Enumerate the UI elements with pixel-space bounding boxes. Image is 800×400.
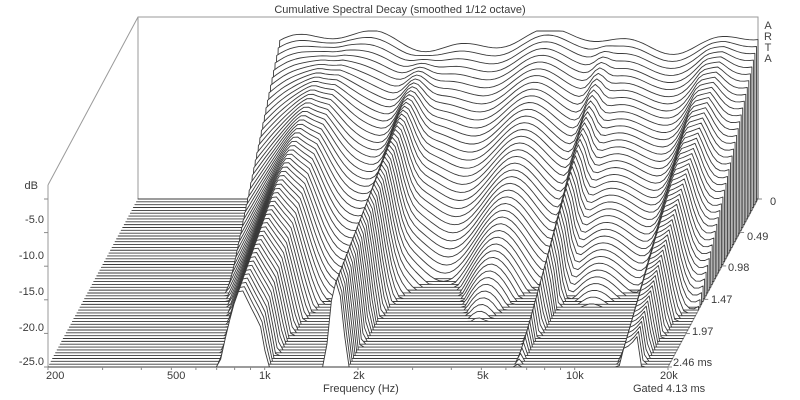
y-tick-label: -10.0 xyxy=(18,250,44,262)
time-tick-label: 0.49 xyxy=(747,231,769,243)
chart-title: Cumulative Spectral Decay (smoothed 1/12… xyxy=(274,4,526,16)
y-tick-label: -15.0 xyxy=(18,286,44,298)
x-tick-label: 10k xyxy=(566,370,584,382)
time-tick-label: 0.98 xyxy=(728,262,750,274)
time-tick-label: 2.46 ms xyxy=(673,357,713,369)
decay-slices xyxy=(47,30,759,368)
y-tick-label: -5.0 xyxy=(25,214,44,226)
y-tick-label: -20.0 xyxy=(18,322,44,334)
x-tick-label: 2k xyxy=(353,370,365,382)
x-tick-label: 5k xyxy=(477,370,489,382)
x-tick-label: 200 xyxy=(46,370,65,382)
time-tick-label: 1.97 xyxy=(692,326,714,338)
axis-ticks xyxy=(44,198,762,370)
y-tick-label: -25.0 xyxy=(18,356,44,368)
x-tick-label: 500 xyxy=(167,370,186,382)
x-axis-title: Frequency (Hz) xyxy=(323,383,399,395)
x-tick-label: 1k xyxy=(259,370,271,382)
x-tick-label: 20k xyxy=(660,370,678,382)
time-tick-label: 0 xyxy=(770,196,777,208)
y-axis-unit: dB xyxy=(24,180,38,192)
gate-note: Gated 4.13 ms xyxy=(633,383,706,395)
time-tick-label: 1.47 xyxy=(711,294,733,306)
